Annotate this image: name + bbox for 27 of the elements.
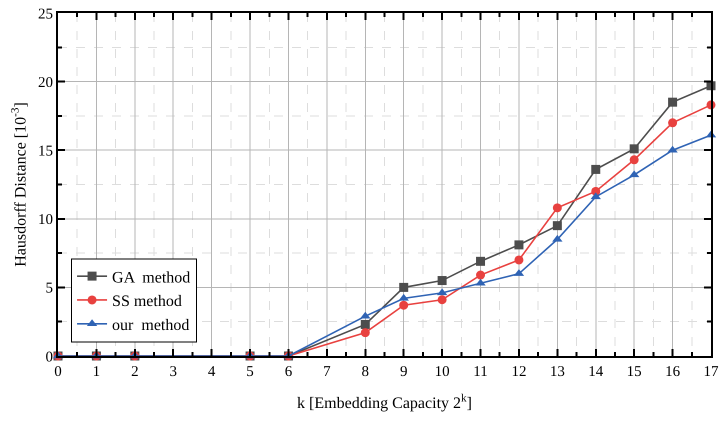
legend-label: SS method: [112, 293, 182, 310]
x-tick-label: 12: [511, 364, 526, 380]
x-tick-label: 11: [473, 364, 488, 380]
y-tick-label: 5: [46, 280, 53, 297]
x-tick-label: 4: [208, 364, 216, 380]
x-tick-label: 16: [665, 364, 681, 380]
x-tick-label: 5: [246, 364, 254, 380]
y-tick-label: 0: [46, 349, 53, 366]
x-axis-title: k [Embedding Capacity 2$^{k}$]: [297, 392, 472, 412]
x-tick-label: 2: [131, 364, 139, 380]
legend-label: GA method: [112, 269, 190, 286]
y-tick-label: 15: [38, 143, 53, 160]
x-tick-label: 10: [434, 364, 450, 380]
x-tick-label: 17: [704, 364, 719, 380]
x-tick-label: 9: [400, 364, 408, 380]
y-tick-label: 20: [38, 74, 53, 91]
x-tick-label: 8: [362, 364, 370, 380]
x-tick-label: 15: [626, 364, 642, 380]
x-tick-label: 7: [323, 364, 332, 380]
x-tick-label: 14: [588, 364, 604, 380]
legend-label: our method: [112, 317, 190, 334]
x-tick-label: 6: [284, 364, 293, 380]
x-tick-label: 13: [550, 364, 565, 380]
y-tick-label: 10: [38, 212, 53, 228]
x-tick-label: 3: [169, 364, 177, 380]
x-tick-label: 1: [92, 364, 100, 380]
y-tick-label: 25: [38, 6, 53, 22]
